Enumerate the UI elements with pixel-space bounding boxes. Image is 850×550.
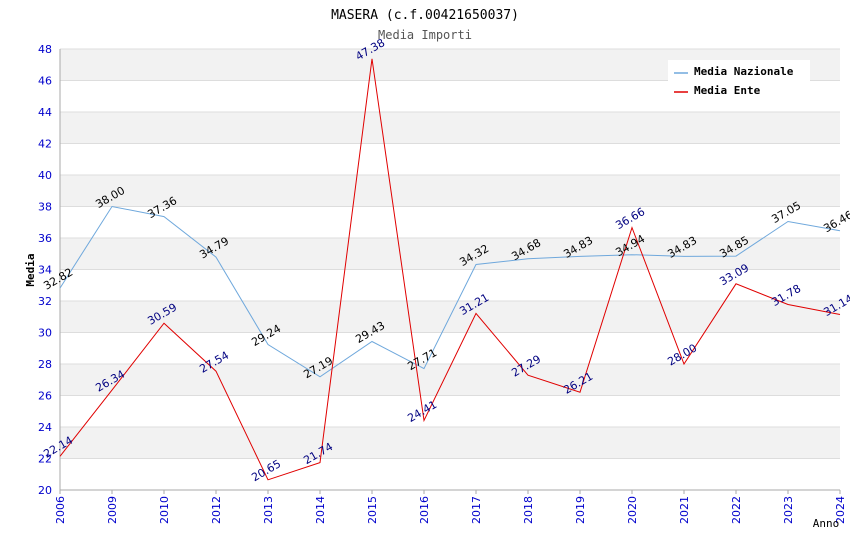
y-tick-34: 34: [38, 264, 52, 277]
y-tick-28: 28: [38, 358, 52, 371]
y-tick-42: 42: [38, 138, 52, 151]
grid-band: [60, 112, 840, 144]
legend-box: [668, 60, 810, 102]
grid-band: [60, 238, 840, 270]
legend-label-media-ente: Media Ente: [694, 84, 761, 97]
x-tick-2013: 2013: [262, 496, 275, 524]
y-tick-26: 26: [38, 390, 52, 403]
x-tick-2012: 2012: [210, 496, 223, 524]
series-lines: [59, 58, 841, 481]
y-tick-46: 46: [38, 75, 52, 88]
y-tick-48: 48: [38, 43, 52, 56]
y-tick-44: 44: [38, 106, 52, 119]
series-line-media-nazionale: [59, 205, 841, 378]
y-tick-labels: 20 22 24 26 28 30 32 34 36 38 40 42 44 46 48: [38, 43, 52, 497]
x-tick-2017: 2017: [470, 496, 483, 524]
x-tick-2015: 2015: [366, 496, 379, 524]
x-tick-labels: 2006 2009 2010 2012 2013 2014 2015 2016 2017 2018…: [54, 496, 847, 524]
x-tick-2016: 2016: [418, 496, 431, 524]
x-tick-2022: 2022: [730, 496, 743, 524]
axes: [59, 49, 841, 494]
y-tick-32: 32: [38, 295, 52, 308]
x-tick-2006: 2006: [54, 496, 67, 524]
y-tick-20: 20: [38, 484, 52, 497]
grid-band: [60, 364, 840, 396]
x-tick-2019: 2019: [574, 496, 587, 524]
x-tick-2009: 2009: [106, 496, 119, 524]
y-tick-30: 30: [38, 327, 52, 340]
y-tick-40: 40: [38, 169, 52, 182]
x-tick-2023: 2023: [782, 496, 795, 524]
chart-subtitle: Media Importi: [378, 28, 472, 42]
y-tick-38: 38: [38, 201, 52, 214]
chart-title: MASERA (c.f.00421650037): [331, 8, 519, 23]
x-tick-2021: 2021: [678, 496, 691, 524]
y-tick-24: 24: [38, 421, 52, 434]
x-axis-label: Anno: [813, 517, 840, 530]
x-tick-2014: 2014: [314, 496, 327, 524]
x-tick-2020: 2020: [626, 496, 639, 524]
x-tick-2024: 2024: [834, 496, 847, 524]
series-line-media-ente: [59, 58, 841, 481]
grid-band: [60, 175, 840, 207]
x-tick-2018: 2018: [522, 496, 535, 524]
y-axis-label: Media: [24, 253, 37, 286]
x-tick-2010: 2010: [158, 496, 171, 524]
y-tick-36: 36: [38, 232, 52, 245]
grid-band: [60, 427, 840, 459]
legend: Media Nazionale Media Ente: [668, 60, 810, 102]
legend-label-media-nazionale: Media Nazionale: [694, 65, 794, 78]
y-tick-22: 22: [38, 453, 52, 466]
